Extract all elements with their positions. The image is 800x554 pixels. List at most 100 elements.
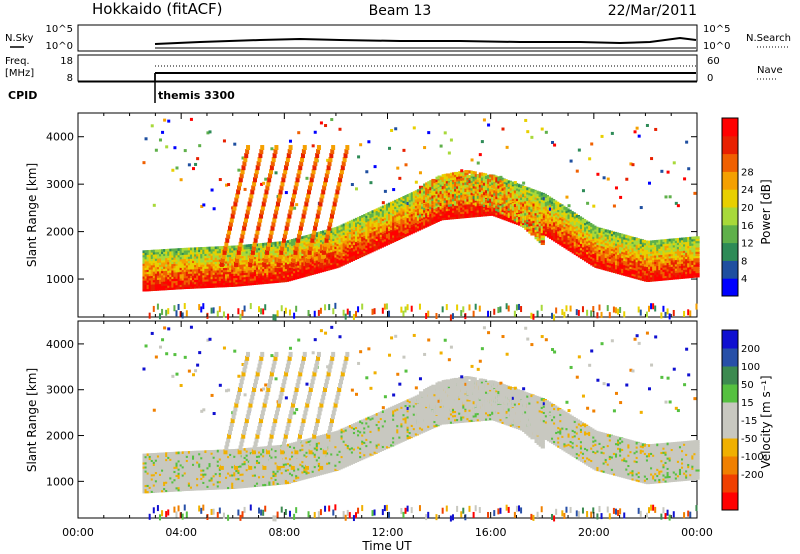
power-pixel	[472, 196, 476, 200]
power-pixel	[243, 305, 246, 312]
noise-tick-right-high: 10^5	[703, 24, 730, 35]
power-pixel	[478, 305, 481, 312]
power-pixel	[210, 188, 214, 192]
power-pixel	[540, 237, 545, 241]
power-pixel	[161, 130, 165, 134]
power-pixel	[357, 155, 361, 159]
power-pixel	[482, 173, 488, 177]
power-pixel	[476, 161, 480, 165]
power-pixel	[222, 311, 225, 318]
power-pixel	[179, 178, 183, 182]
power-pixel	[581, 189, 585, 193]
power-pixel	[451, 313, 454, 320]
power-pixel	[507, 203, 511, 207]
power-pixel	[173, 146, 177, 150]
power-pixel	[472, 171, 477, 175]
power-pixel	[534, 236, 539, 240]
power-pixel	[297, 131, 301, 135]
date-title: 22/Mar/2011	[608, 3, 697, 19]
power-pixel	[561, 309, 564, 316]
power-pixel	[383, 303, 386, 310]
power-pixel	[225, 183, 229, 187]
power-pixel	[227, 313, 230, 320]
power-pixel	[324, 124, 328, 128]
power-pixel	[423, 146, 427, 150]
power-pixel	[280, 305, 283, 312]
power-pixel	[185, 310, 188, 317]
power-pixel	[189, 117, 193, 121]
power-pixel	[208, 130, 212, 134]
power-pixel	[194, 162, 198, 166]
power-pixel	[487, 310, 490, 317]
power-pixel	[528, 230, 533, 234]
power-pixel	[513, 181, 517, 185]
power-pixel	[307, 309, 310, 316]
power-pixel	[505, 145, 509, 149]
power-pixel	[148, 312, 151, 319]
power-pixel	[313, 310, 316, 317]
power-pixel	[152, 203, 156, 207]
freq-panel	[77, 54, 698, 82]
power-pixel	[414, 180, 418, 184]
power-pixel	[577, 148, 581, 152]
power-pixel	[264, 177, 268, 181]
power-pixel	[410, 305, 413, 312]
power-pixel	[284, 307, 287, 314]
power-pixel	[394, 127, 398, 131]
freq-label-2: [MHz]	[5, 68, 34, 79]
power-pixel	[165, 145, 169, 149]
power-pixel	[173, 305, 176, 312]
power-pixel	[163, 118, 167, 122]
power-pixel	[330, 118, 334, 122]
power-pixel	[493, 179, 497, 183]
power-pixel	[474, 303, 477, 310]
power-pixel	[456, 304, 459, 311]
power-pixel	[258, 306, 261, 313]
power-pixel	[575, 169, 579, 173]
freq-label-1: Freq.	[5, 56, 30, 67]
power-pixel	[158, 313, 161, 320]
power-pixel	[388, 146, 392, 150]
power-pixel	[548, 207, 552, 211]
power-pixel	[239, 313, 242, 320]
power-pixel	[284, 191, 288, 195]
power-plot-area	[142, 117, 700, 321]
power-pixel	[167, 308, 170, 315]
nave-tick-low: 0	[707, 73, 713, 84]
power-pixel	[404, 306, 407, 313]
power-pixel	[179, 311, 182, 318]
power-pixel	[437, 194, 441, 198]
power-pixel	[357, 306, 360, 313]
power-pixel	[470, 158, 474, 162]
nave-label: Nave	[757, 65, 783, 76]
power-pixel	[396, 166, 400, 170]
power-pixel	[222, 139, 226, 143]
power-pixel	[406, 202, 410, 206]
station-title: Hokkaido (fitACF)	[92, 0, 223, 18]
power-pixel	[165, 309, 168, 316]
power-pixel	[175, 166, 179, 170]
power-pixel	[183, 149, 187, 153]
power-pixel	[175, 310, 178, 317]
power-pixel	[460, 310, 463, 317]
power-pixel	[445, 173, 450, 177]
power-pixel	[274, 314, 277, 321]
power-pixel	[198, 144, 202, 148]
power-pixel	[243, 187, 247, 191]
power-pixel	[565, 305, 568, 312]
power-pixel	[462, 200, 466, 204]
power-pixel	[553, 143, 557, 147]
power-pixel	[454, 171, 459, 175]
power-pixel	[404, 163, 408, 167]
power-pixel	[200, 306, 203, 313]
power-pixel	[526, 130, 530, 134]
power-pixel	[200, 204, 204, 208]
power-pixel	[569, 159, 573, 163]
power-pixel	[412, 126, 416, 130]
power-pixel	[487, 123, 491, 127]
power-pixel	[435, 313, 438, 320]
power-pixel	[418, 185, 424, 189]
power-pixel	[338, 127, 342, 131]
power-pixel	[152, 305, 155, 312]
power-pixel	[511, 191, 515, 195]
